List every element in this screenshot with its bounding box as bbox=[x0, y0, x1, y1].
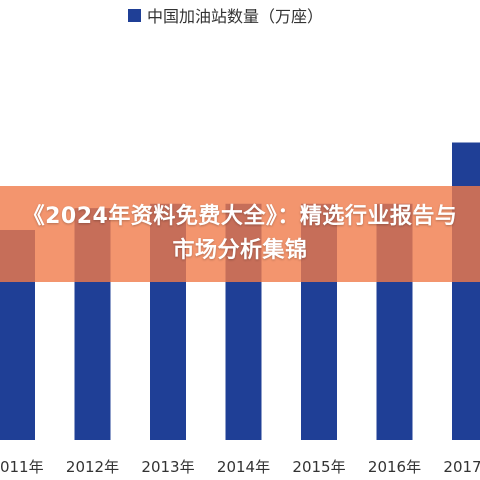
promo-banner[interactable]: 《2024年资料免费大全》：精选行业报告与市场分析集锦 bbox=[0, 186, 480, 282]
x-tick-label: 2011年 bbox=[0, 458, 44, 476]
legend-label: 中国加油站数量（万座） bbox=[147, 7, 324, 26]
legend-swatch bbox=[128, 8, 141, 22]
promo-banner-text[interactable]: 《2024年资料免费大全》：精选行业报告与市场分析集锦 bbox=[22, 204, 458, 263]
legend: 中国加油站数量（万座） bbox=[128, 4, 323, 26]
x-tick-label: 2012年 bbox=[66, 458, 119, 476]
x-tick-label: 2014年 bbox=[217, 458, 270, 476]
x-tick-label: 2017年 bbox=[443, 458, 480, 476]
x-tick-label: 2015年 bbox=[292, 458, 345, 476]
x-tick-label: 2016年 bbox=[368, 458, 421, 476]
x-tick-label: 2013年 bbox=[141, 458, 194, 476]
x-axis-tick-labels: 2011年 2012年 2013年 2014年 2015年 2016年 2017年 bbox=[0, 458, 480, 476]
